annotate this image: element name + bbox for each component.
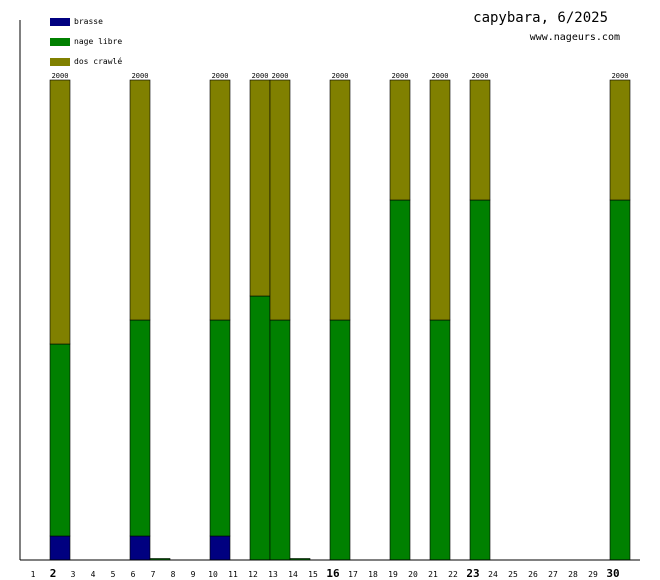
bar-dos-crawle-day-16 (329, 79, 351, 321)
x-tick-label-1: 1 (31, 570, 36, 579)
x-tick-label-27: 27 (548, 570, 558, 579)
bar-brasse-day-10 (209, 535, 231, 561)
bar-nage-libre-day-2 (49, 343, 71, 537)
source-url: www.nageurs.com (529, 32, 620, 43)
legend-swatch-nage-libre (50, 38, 70, 46)
bar-dos-crawle-day-12 (249, 79, 271, 297)
x-tick-label-13: 13 (268, 570, 278, 579)
bars-group (49, 79, 631, 561)
total-label-day-21: 2000 (432, 72, 449, 80)
x-tick-label-10: 10 (208, 570, 218, 579)
bar-nage-libre-day-21 (429, 319, 451, 561)
bar-dos-crawle-day-10 (209, 79, 231, 321)
bar-brasse-day-2 (49, 535, 71, 561)
x-tick-label-21: 21 (428, 570, 438, 579)
bar-dos-crawle-day-21 (429, 79, 451, 321)
bar-nage-libre-day-16 (329, 319, 351, 561)
x-tick-label-30: 30 (606, 567, 619, 580)
x-tick-label-19: 19 (388, 570, 398, 579)
x-tick-label-28: 28 (568, 570, 578, 579)
x-tick-label-11: 11 (228, 570, 238, 579)
bar-dos-crawle-day-23 (469, 79, 491, 201)
total-label-day-12: 2000 (252, 72, 269, 80)
x-tick-label-25: 25 (508, 570, 518, 579)
total-label-day-6: 2000 (132, 72, 149, 80)
x-tick-label-8: 8 (171, 570, 176, 579)
x-tick-label-23: 23 (466, 567, 479, 580)
total-labels-group: 2000 2000 2000 2000 2000 2000 2000 2000 2000 2000 (52, 72, 629, 80)
x-tick-label-17: 17 (348, 570, 358, 579)
x-tick-label-26: 26 (528, 570, 538, 579)
x-tick-label-20: 20 (408, 570, 418, 579)
x-tick-label-24: 24 (488, 570, 498, 579)
bar-dos-crawle-day-19 (389, 79, 411, 201)
x-tick-label-16: 16 (326, 567, 340, 580)
x-tick-labels: 1 2 3 4 5 6 7 8 9 10 11 12 13 14 15 16 17 18 19 20 21 22 23 24 2… (31, 567, 620, 580)
x-tick-label-9: 9 (191, 570, 196, 579)
x-tick-label-14: 14 (288, 570, 298, 579)
bar-dos-crawle-day-13 (269, 79, 291, 321)
total-label-day-23: 2000 (472, 72, 489, 80)
total-label-day-16: 2000 (332, 72, 349, 80)
bar-dos-crawle-day-6 (129, 79, 151, 321)
x-tick-label-5: 5 (111, 570, 116, 579)
legend-swatch-dos-crawle (50, 58, 70, 66)
chart-title: capybara, 6/2025 (473, 10, 608, 26)
total-label-day-13: 2000 (272, 72, 289, 80)
bar-nage-libre-day-23 (469, 199, 491, 561)
bar-brasse-day-6 (129, 535, 151, 561)
x-tick-label-2: 2 (50, 567, 57, 580)
x-tick-label-18: 18 (368, 570, 378, 579)
total-label-day-30: 2000 (612, 72, 629, 80)
total-label-day-19: 2000 (392, 72, 409, 80)
x-tick-label-15: 15 (308, 570, 318, 579)
x-tick-label-4: 4 (91, 570, 96, 579)
bar-nage-libre-day-6 (129, 319, 151, 537)
legend-label-brasse: brasse (74, 17, 103, 26)
x-tick-label-12: 12 (248, 570, 258, 579)
x-tick-label-3: 3 (71, 570, 76, 579)
total-label-day-2: 2000 (52, 72, 69, 80)
bar-nage-libre-day-10 (209, 319, 231, 537)
bar-nage-libre-day-13 (269, 319, 291, 561)
bar-nage-libre-day-19 (389, 199, 411, 561)
bar-dos-crawle-day-2 (49, 79, 71, 345)
legend-swatch-brasse (50, 18, 70, 26)
x-tick-label-7: 7 (151, 570, 156, 579)
bar-nage-libre-day-30 (609, 199, 631, 561)
x-tick-label-6: 6 (131, 570, 136, 579)
x-tick-label-22: 22 (448, 570, 458, 579)
legend-label-nage-libre: nage libre (74, 37, 123, 46)
x-tick-label-29: 29 (588, 570, 598, 579)
legend-label-dos-crawle: dos crawlé (74, 57, 123, 66)
total-label-day-10: 2000 (212, 72, 229, 80)
bar-dos-crawle-day-30 (609, 79, 631, 201)
bar-nage-libre-day-12 (249, 295, 271, 561)
